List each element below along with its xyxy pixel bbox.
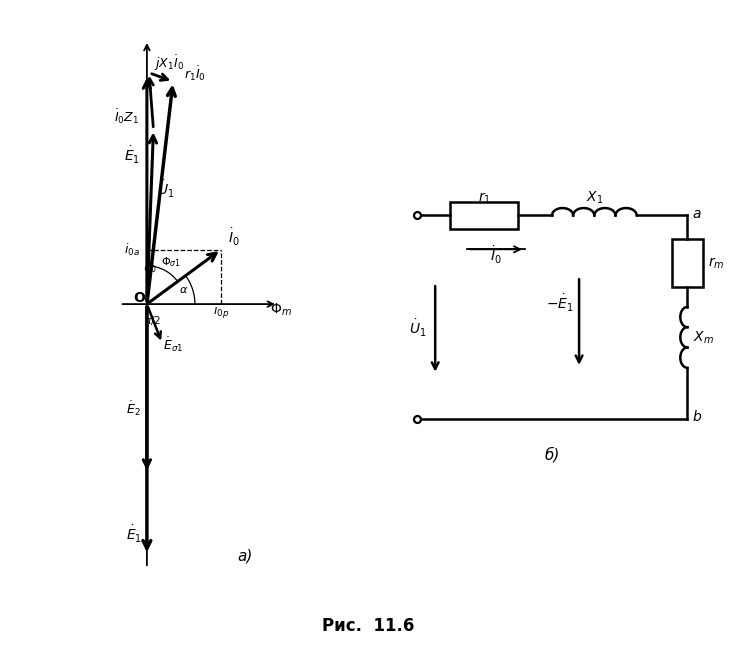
Text: O: O [132,291,145,305]
Text: $\dot{U}_1$: $\dot{U}_1$ [157,179,174,201]
Text: $i_{0p}$: $i_{0p}$ [213,303,229,321]
Text: $X_1$: $X_1$ [586,190,603,206]
Bar [672,239,703,287]
Text: $\dot{E}_{\sigma1}$: $\dot{E}_{\sigma1}$ [163,335,183,354]
Text: $\Phi_{\sigma1}$: $\Phi_{\sigma1}$ [161,255,181,269]
Text: б): б) [545,446,559,462]
Text: a: a [693,207,701,221]
Bar [450,202,518,229]
Text: $\dot{I}_0Z_1$: $\dot{I}_0Z_1$ [113,107,138,126]
Text: $r_m$: $r_m$ [708,255,724,270]
Text: $\dot{U}_1$: $\dot{U}_1$ [409,318,427,340]
Text: а): а) [238,549,252,564]
Text: $r_1\dot{I}_0$: $r_1\dot{I}_0$ [184,65,206,83]
Text: $\varphi_0$: $\varphi_0$ [144,263,157,276]
Text: $jX_1\dot{I}_0$: $jX_1\dot{I}_0$ [154,54,184,73]
Text: $\dot{E}_1$: $\dot{E}_1$ [124,146,140,166]
Text: $\Phi_m$: $\Phi_m$ [270,302,292,318]
Text: $\dot{E}_2$: $\dot{E}_2$ [127,399,141,418]
Text: $X_m$: $X_m$ [693,329,713,345]
Text: Рис.  11.6: Рис. 11.6 [322,617,414,635]
Text: $r_1$: $r_1$ [478,191,491,206]
Text: $\alpha$: $\alpha$ [180,285,188,295]
Text: $\dot{I}_0$: $\dot{I}_0$ [227,227,239,248]
Text: $-\dot{E}_1$: $-\dot{E}_1$ [546,293,574,314]
Text: $i_{0a}$: $i_{0a}$ [124,241,140,258]
Text: b: b [693,410,701,424]
Text: $\dot{E}_1$: $\dot{E}_1$ [126,524,142,545]
Text: $\pi/2$: $\pi/2$ [144,314,160,327]
Text: $\dot{I}_0$: $\dot{I}_0$ [490,245,502,265]
